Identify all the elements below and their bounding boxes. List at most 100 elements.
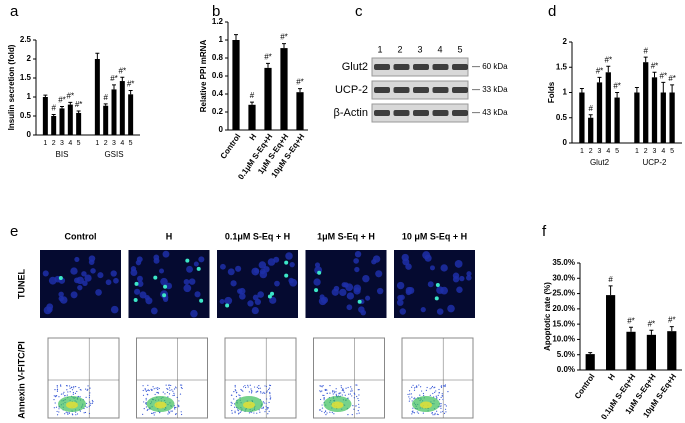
event-dot <box>323 397 325 399</box>
event-dot <box>167 388 169 390</box>
event-dot <box>350 390 352 392</box>
bar-number-label: 3 <box>598 148 602 155</box>
event-dot <box>419 394 421 396</box>
event-dot <box>68 412 70 414</box>
event-dot <box>264 392 266 394</box>
blot-band <box>413 110 429 116</box>
nucleus <box>258 261 267 269</box>
nucleus <box>251 306 259 315</box>
event-dot <box>331 411 333 414</box>
event-dot <box>56 390 59 392</box>
event-dot <box>345 387 347 389</box>
bar <box>596 82 603 143</box>
event-dot <box>157 387 159 389</box>
y-tick-label: 15.0% <box>552 319 575 328</box>
event-dot <box>153 414 155 416</box>
nucleus <box>396 299 404 306</box>
event-dot <box>350 386 352 388</box>
event-dot <box>434 386 436 388</box>
event-dot <box>265 385 268 388</box>
event-dot <box>411 400 413 402</box>
event-dot <box>85 388 87 390</box>
event-dot <box>412 407 414 409</box>
nucleus <box>194 291 201 298</box>
event-dot <box>340 387 343 389</box>
bar <box>588 117 594 143</box>
event-dot <box>167 413 169 415</box>
bar-number-label: 2 <box>589 148 593 155</box>
event-dot <box>407 393 409 396</box>
event-dot <box>67 391 69 393</box>
tunel-positive <box>357 299 362 304</box>
nucleus <box>354 250 362 258</box>
event-dot <box>88 394 91 396</box>
bar-number-label: 3 <box>112 140 116 147</box>
significance-mark: # <box>608 275 613 284</box>
event-dot <box>445 405 447 407</box>
error-bar <box>60 106 64 109</box>
blot-band <box>452 64 468 70</box>
event-dot <box>321 386 323 388</box>
significance-mark: #* <box>660 72 668 81</box>
tunel-positive <box>267 294 272 299</box>
blot-band <box>374 87 390 93</box>
event-dot <box>144 388 146 390</box>
significance-mark: #* <box>127 80 135 89</box>
x-group-label: GSIS <box>104 150 123 159</box>
nucleus <box>88 259 95 265</box>
event-dot <box>251 391 253 393</box>
tunel-positive <box>163 284 168 289</box>
event-dot <box>358 412 360 414</box>
event-dot <box>420 386 422 388</box>
event-dot <box>145 399 147 401</box>
event-dot <box>438 399 441 401</box>
y-tick-label: 30.0% <box>552 273 575 282</box>
condition-label: 1μM S-Eq + H <box>317 231 375 241</box>
event-dot <box>353 397 355 399</box>
event-dot <box>242 390 244 392</box>
protein-label: UCP-2 <box>335 84 368 96</box>
nucleus <box>420 307 426 313</box>
nucleus <box>144 295 150 301</box>
nucleus <box>466 275 472 281</box>
row-label: TUNEL <box>16 269 26 299</box>
event-dot <box>413 412 416 414</box>
event-dot <box>340 392 342 394</box>
event-dot <box>342 388 344 390</box>
event-dot <box>441 393 443 395</box>
event-dot <box>142 413 144 415</box>
event-dot <box>265 398 268 400</box>
y-tick-label: 10.0% <box>552 335 575 344</box>
event-dot <box>180 411 182 413</box>
event-dot <box>434 412 436 414</box>
event-dot <box>233 391 235 393</box>
event-dot <box>357 397 359 400</box>
event-dot <box>410 393 412 395</box>
blot-band <box>452 110 468 116</box>
event-dot <box>180 386 182 389</box>
event-dot <box>142 394 145 396</box>
error-bar <box>634 86 639 93</box>
bar-number-label: 2 <box>644 148 648 155</box>
y-tick-label: 0.0% <box>557 365 575 374</box>
event-dot <box>172 394 174 397</box>
event-dot <box>234 389 236 391</box>
event-dot <box>148 389 150 392</box>
event-dot <box>323 412 326 414</box>
event-dot <box>154 412 156 414</box>
nucleus <box>353 258 359 264</box>
event-dot <box>444 408 447 410</box>
event-dot <box>72 391 74 394</box>
event-dot <box>434 414 436 416</box>
event-dot <box>84 411 87 414</box>
event-dot <box>268 387 271 389</box>
nucleus <box>224 296 233 305</box>
event-dot <box>168 410 170 412</box>
event-dot <box>266 406 268 409</box>
error-bar <box>120 76 125 82</box>
event-dot <box>413 387 416 389</box>
event-dot <box>66 394 68 396</box>
tunel-positive <box>434 296 439 301</box>
nucleus <box>289 261 295 268</box>
condition-label: 0.1μM S-Eq + H <box>225 231 290 241</box>
